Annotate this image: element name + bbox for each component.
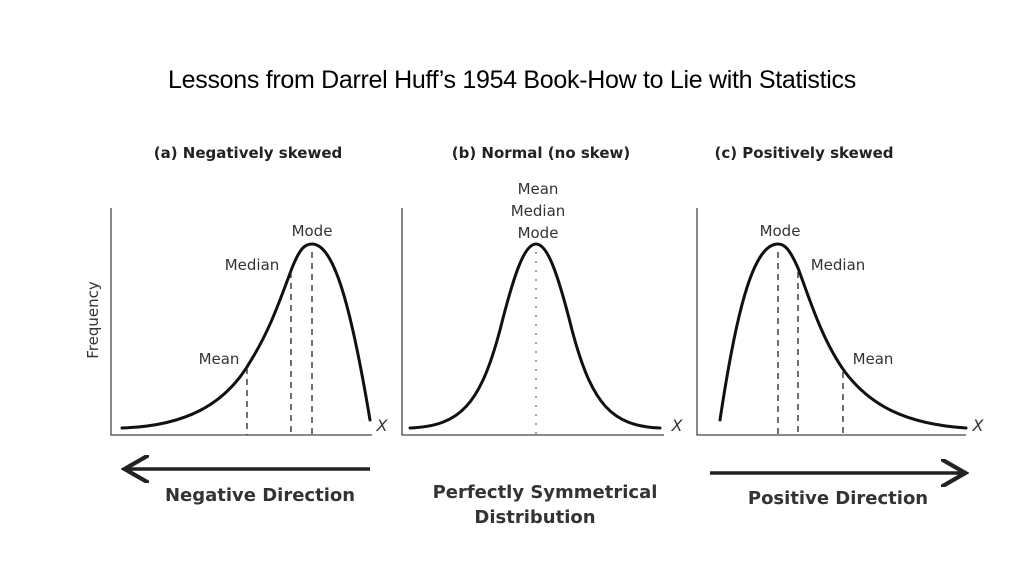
panel-a-mean-label: Mean [199,350,240,368]
panel-a-x-label: X [376,416,389,435]
panel-a-median-label: Median [225,256,280,274]
panel-b-heading: (b) Normal (no skew) [452,144,631,162]
symmetrical-label-line2: Distribution [474,507,595,528]
panel-b-mean-label: Mean [518,180,559,198]
panel-c-median-label: Median [811,256,866,274]
panel-c: Mode Median Mean X [696,208,985,436]
slide-title: Lessons from Darrel Huff’s 1954 Book-How… [168,66,856,94]
panel-a-heading: (a) Negatively skewed [154,144,343,162]
positive-direction-label: Positive Direction [748,488,928,509]
panel-c-mean-label: Mean [853,350,894,368]
panel-b-median-label: Median [511,202,566,220]
panel-b-curve [408,242,662,430]
panel-b-mode-label: Mode [518,224,559,242]
panel-c-x-label: X [972,416,985,435]
negative-direction-label: Negative Direction [165,485,355,506]
panel-a: Mode Median Mean X [110,208,389,436]
panel-b-x-label: X [671,416,684,435]
panel-c-axes [696,208,966,436]
panel-a-axes [110,208,372,436]
symmetrical-label-line1: Perfectly Symmetrical [433,482,658,503]
panel-a-curve [120,242,372,430]
panel-c-curve [718,242,968,430]
panel-c-heading: (c) Positively skewed [714,144,893,162]
panel-b-axes [401,208,664,436]
panel-b: Mean Median Mode X [401,180,684,436]
panel-c-mode-label: Mode [760,222,801,240]
y-axis-label: Frequency [84,281,102,359]
panel-a-mode-label: Mode [292,222,333,240]
